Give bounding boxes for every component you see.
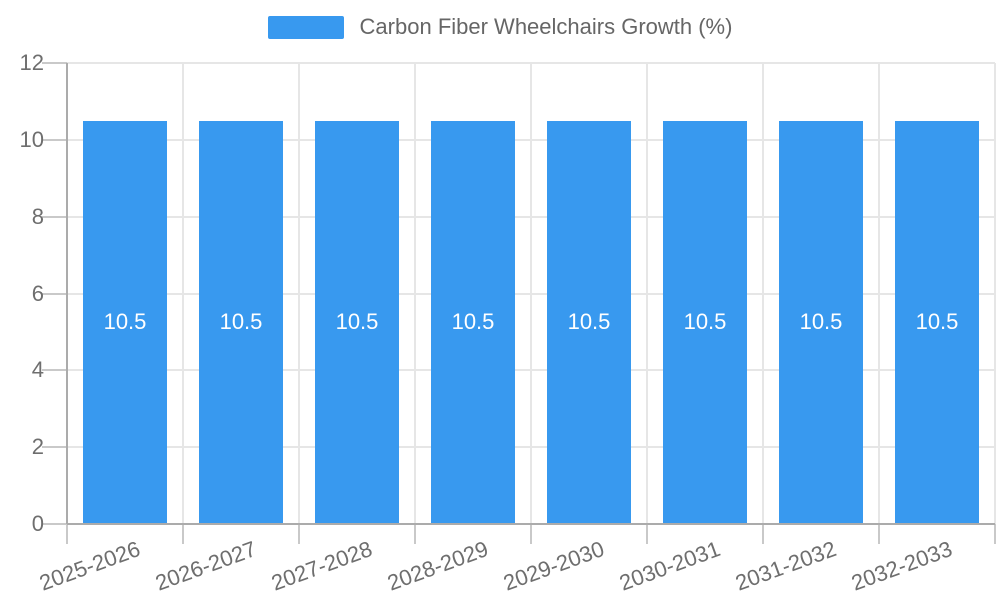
gridline-vertical xyxy=(762,63,764,524)
x-axis-tick-mark xyxy=(762,524,764,544)
bar[interactable] xyxy=(315,120,399,523)
y-axis-tick-mark xyxy=(42,523,67,525)
bar-value-label: 10.5 xyxy=(567,309,611,335)
y-axis-tick-mark xyxy=(42,62,67,64)
x-axis-tick-mark xyxy=(994,524,996,544)
y-axis-line xyxy=(66,63,68,524)
x-axis-tick-label: 2025-2026 xyxy=(35,536,144,596)
chart-legend[interactable]: Carbon Fiber Wheelchairs Growth (%) xyxy=(0,14,1000,40)
plot-area: 0 2 4 6 8 10 12 10.5 2025-2026 10.5 2026-2027 10.5 2… xyxy=(20,51,996,596)
bar-value-label: 10.5 xyxy=(219,309,263,335)
y-axis-tick-label: 12 xyxy=(19,50,44,75)
x-axis-tick-label: 2031-2032 xyxy=(731,536,840,596)
bar[interactable] xyxy=(431,120,515,523)
y-axis-tick-label: 4 xyxy=(31,357,44,383)
gridline-vertical xyxy=(182,63,184,524)
gridline-vertical xyxy=(878,63,880,524)
y-axis-tick-mark xyxy=(42,292,67,295)
y-axis-tick-label: 6 xyxy=(31,280,44,306)
gridline-vertical xyxy=(298,63,300,524)
bar-value-label: 10.5 xyxy=(799,309,843,335)
y-axis-tick-mark xyxy=(42,215,67,218)
y-axis-tick-label: 2 xyxy=(31,434,44,460)
x-axis-tick-label: 2026-2027 xyxy=(151,536,260,596)
bar[interactable] xyxy=(547,120,631,523)
y-axis-tick-mark xyxy=(42,138,67,141)
bar[interactable] xyxy=(663,120,747,523)
gridline-vertical xyxy=(530,63,532,524)
bar[interactable] xyxy=(779,120,863,523)
bar[interactable] xyxy=(199,120,283,523)
x-axis-tick-mark xyxy=(878,524,880,544)
x-axis-tick-mark xyxy=(414,524,416,544)
y-axis-tick-label: 8 xyxy=(31,203,44,229)
bar-value-label: 10.5 xyxy=(103,309,147,335)
x-axis-tick-mark xyxy=(298,524,300,544)
y-axis-tick-label: 10 xyxy=(19,126,44,152)
bar[interactable] xyxy=(895,120,979,523)
y-axis-tick-mark xyxy=(42,369,67,372)
x-axis-tick-label: 2029-2030 xyxy=(499,536,608,596)
x-axis-tick-label: 2030-2031 xyxy=(615,536,724,596)
x-axis-line xyxy=(67,523,995,525)
x-axis-tick-mark xyxy=(66,524,68,544)
bar-value-label: 10.5 xyxy=(451,309,495,335)
x-axis-tick-mark xyxy=(646,524,648,544)
legend-label: Carbon Fiber Wheelchairs Growth (%) xyxy=(359,14,733,39)
y-axis-tick-mark xyxy=(42,446,67,449)
gridline-vertical xyxy=(414,63,416,524)
bar-value-label: 10.5 xyxy=(683,309,727,335)
legend-swatch xyxy=(267,15,344,39)
y-axis-tick-label: 0 xyxy=(31,511,44,536)
gridline-vertical xyxy=(646,63,648,524)
gridline-vertical xyxy=(994,63,996,524)
x-axis-tick-label: 2028-2029 xyxy=(383,536,492,596)
bar-value-label: 10.5 xyxy=(915,309,959,335)
x-axis-tick-label: 2032-2033 xyxy=(847,536,956,596)
bar[interactable] xyxy=(83,120,167,523)
x-axis-tick-label: 2027-2028 xyxy=(267,536,376,596)
bar-value-label: 10.5 xyxy=(335,309,379,335)
x-axis-tick-mark xyxy=(530,524,532,544)
x-axis-tick-mark xyxy=(182,524,184,544)
